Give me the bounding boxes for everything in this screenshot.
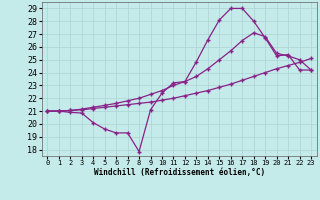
X-axis label: Windchill (Refroidissement éolien,°C): Windchill (Refroidissement éolien,°C): [94, 168, 265, 177]
